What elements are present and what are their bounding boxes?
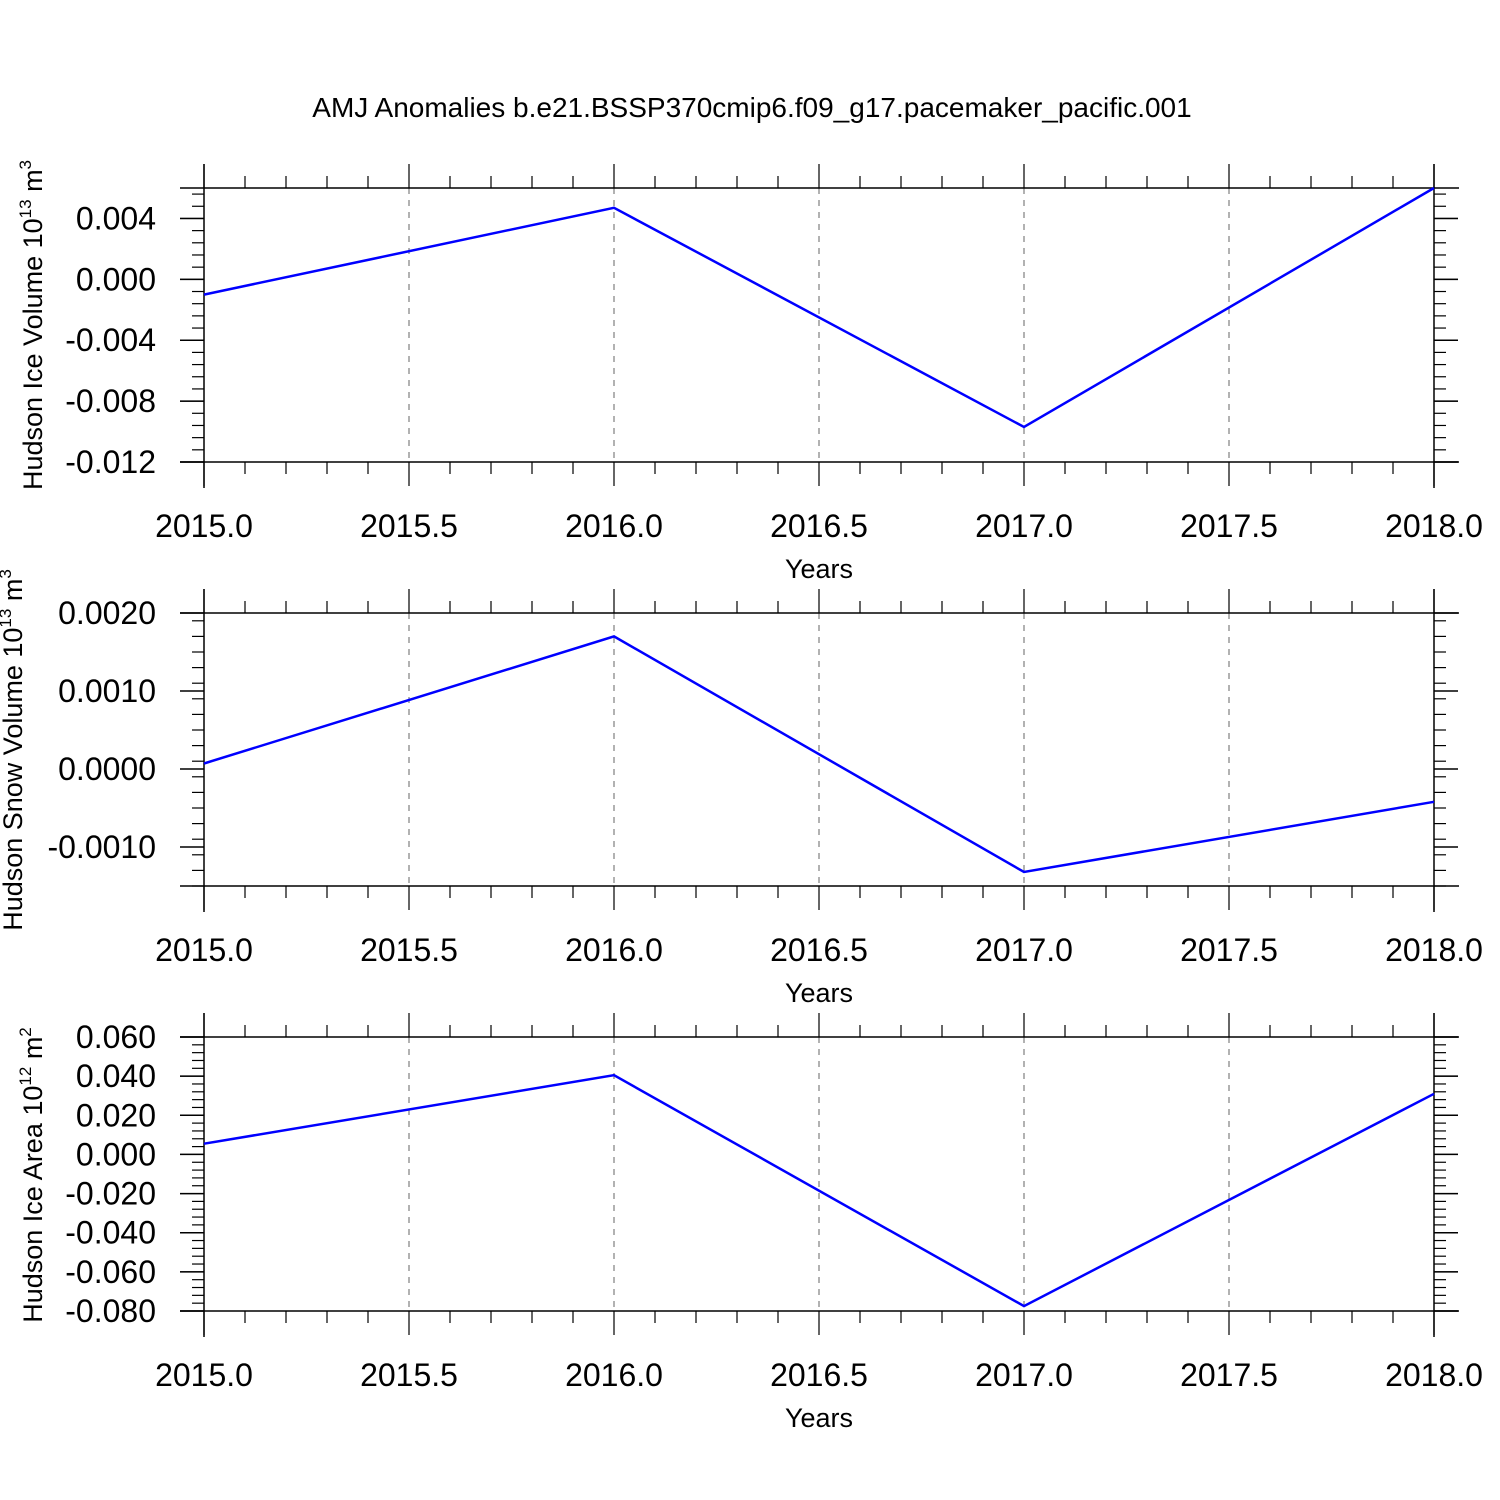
y-axis-label: Hudson Ice Volume 1013 m3	[16, 160, 48, 490]
x-tick-label: 2015.0	[155, 932, 253, 968]
panel-2: 0.0020 0.0010 0.0000 -0.0010 2015.0 2015.5 201…	[0, 569, 1483, 1008]
y-axis-label: Hudson Ice Area 1012 m2	[16, 1027, 48, 1323]
y-tick-label: -0.020	[65, 1176, 156, 1212]
x-axis-label: Years	[785, 554, 853, 584]
x-tick-label: 2017.5	[1180, 508, 1278, 544]
x-axis-label: Years	[785, 978, 853, 1008]
x-tick-label: 2016.5	[770, 1357, 868, 1393]
x-tick-label: 2016.0	[565, 932, 663, 968]
y-tick-label: 0.060	[76, 1019, 156, 1055]
x-tick-label: 2018.0	[1385, 1357, 1483, 1393]
x-tick-label: 2015.5	[360, 932, 458, 968]
y-tick-label: -0.080	[65, 1293, 156, 1329]
x-tick-label: 2018.0	[1385, 932, 1483, 968]
x-tick-label: 2017.5	[1180, 932, 1278, 968]
y-tick-label: 0.020	[76, 1097, 156, 1133]
x-tick-label: 2016.0	[565, 508, 663, 544]
x-tick-label: 2016.0	[565, 1357, 663, 1393]
y-tick-label: 0.000	[76, 261, 156, 297]
y-tick-label: 0.004	[76, 200, 156, 236]
x-tick-label: 2015.5	[360, 1357, 458, 1393]
y-tick-label: 0.0020	[58, 595, 156, 631]
y-tick-label: 0.000	[76, 1136, 156, 1172]
x-axis-label: Years	[785, 1403, 853, 1433]
y-tick-label: -0.040	[65, 1215, 156, 1251]
y-tick-label: -0.012	[65, 444, 156, 480]
y-tick-label: -0.004	[65, 322, 156, 358]
y-tick-label: 0.0000	[58, 751, 156, 787]
x-tick-label: 2017.5	[1180, 1357, 1278, 1393]
x-tick-label: 2015.0	[155, 508, 253, 544]
x-tick-label: 2015.5	[360, 508, 458, 544]
y-tick-label: 0.040	[76, 1058, 156, 1094]
y-tick-label: -0.0010	[47, 829, 156, 865]
y-tick-label: -0.060	[65, 1254, 156, 1290]
chart-title: AMJ Anomalies b.e21.BSSP370cmip6.f09_g17…	[312, 92, 1191, 123]
x-tick-label: 2017.0	[975, 1357, 1073, 1393]
y-tick-label: 0.0010	[58, 673, 156, 709]
x-tick-label: 2017.0	[975, 932, 1073, 968]
x-tick-label: 2016.5	[770, 508, 868, 544]
x-tick-label: 2016.5	[770, 932, 868, 968]
x-tick-label: 2017.0	[975, 508, 1073, 544]
x-tick-label: 2015.0	[155, 1357, 253, 1393]
x-tick-label: 2018.0	[1385, 508, 1483, 544]
series-line	[203, 186, 1435, 429]
panel-1: 0.004 0.000 -0.004 -0.008 -0.012 2015.0 2015.5…	[16, 160, 1483, 584]
series-line	[203, 1073, 1435, 1308]
series-line	[203, 635, 1435, 874]
y-axis-label: Hudson Snow Volume 1013 m3	[0, 569, 28, 931]
y-tick-label: -0.008	[65, 383, 156, 419]
